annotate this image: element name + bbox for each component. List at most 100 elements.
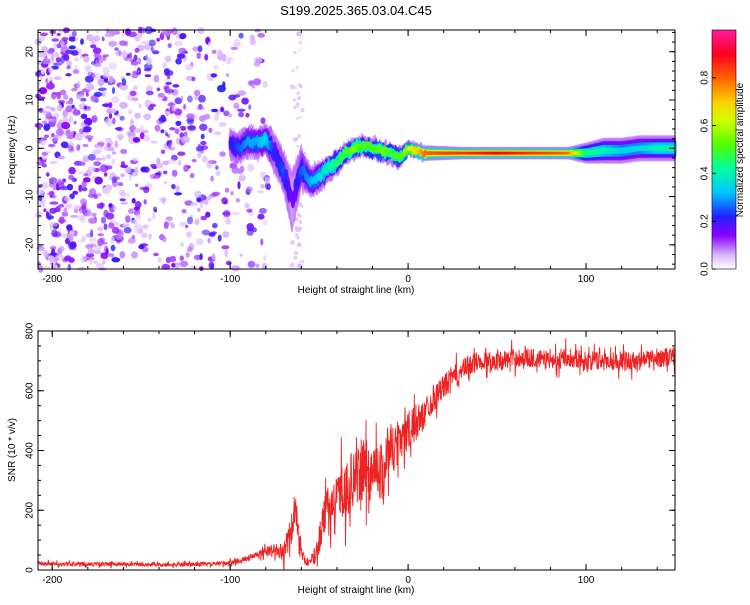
- noise-speckle: [198, 94, 206, 103]
- noise-speckle: [211, 253, 216, 261]
- noise-speckle: [101, 36, 105, 42]
- noise-speckle: [79, 209, 82, 215]
- noise-speckle: [247, 260, 256, 268]
- heatmap-y-tick-label: -20: [25, 237, 36, 252]
- noise-speckle: [76, 144, 81, 151]
- noise-speckle: [48, 66, 54, 74]
- noise-speckle: [165, 81, 172, 86]
- noise-speckle: [55, 186, 62, 190]
- noise-speckle: [181, 209, 187, 214]
- noise-speckle: [263, 255, 267, 261]
- noise-speckle: [138, 103, 142, 109]
- snr-x-tick-label: -100: [220, 575, 240, 586]
- noise-speckle: [174, 192, 183, 196]
- noise-speckle: [60, 56, 65, 64]
- noise-speckle: [129, 52, 133, 58]
- noise-speckle: [95, 144, 103, 153]
- noise-speckle: [64, 203, 73, 209]
- noise-speckle: [111, 86, 116, 95]
- noise-speckle: [227, 57, 234, 61]
- noise-speckle: [107, 253, 115, 257]
- noise-speckle: [297, 96, 302, 101]
- noise-speckle: [51, 52, 55, 61]
- noise-speckle: [88, 153, 96, 161]
- snr-y-tick-label: 400: [25, 442, 36, 459]
- noise-speckle: [140, 232, 148, 239]
- noise-speckle: [61, 121, 71, 130]
- noise-speckle: [141, 129, 149, 134]
- snr-x-axis-label: Height of straight line (km): [298, 585, 415, 596]
- noise-speckle: [185, 252, 190, 258]
- noise-speckle: [298, 41, 302, 45]
- noise-speckle: [119, 198, 126, 202]
- noise-speckle: [230, 46, 239, 50]
- noise-speckle: [97, 141, 105, 146]
- noise-speckle: [253, 61, 261, 67]
- noise-speckle: [207, 41, 212, 48]
- noise-speckle: [185, 231, 192, 238]
- noise-speckle: [155, 162, 164, 169]
- noise-speckle: [97, 238, 104, 247]
- noise-speckle: [49, 207, 57, 214]
- noise-speckle: [108, 203, 113, 208]
- noise-speckle: [117, 133, 124, 141]
- colorbar-tick-label: 0.2: [700, 214, 711, 228]
- noise-speckle: [136, 212, 141, 220]
- noise-speckle: [97, 78, 105, 87]
- noise-speckle: [74, 205, 81, 210]
- noise-speckle: [63, 94, 69, 100]
- noise-speckle: [164, 68, 170, 77]
- noise-speckle: [72, 69, 80, 74]
- colorbar-label: Normalized spectral amplitude: [735, 82, 746, 217]
- noise-speckle: [183, 104, 187, 110]
- noise-speckle: [164, 55, 172, 63]
- noise-speckle: [67, 118, 72, 123]
- noise-speckle: [129, 90, 137, 97]
- noise-speckle: [152, 50, 160, 55]
- noise-speckle: [128, 109, 133, 115]
- noise-speckle: [133, 219, 137, 224]
- noise-speckle: [227, 113, 233, 118]
- noise-speckle: [83, 105, 88, 110]
- noise-speckle: [122, 223, 130, 227]
- noise-speckle: [65, 105, 73, 113]
- noise-speckle: [110, 236, 115, 245]
- noise-speckle: [121, 50, 128, 59]
- noise-speckle: [260, 238, 264, 246]
- noise-speckle: [93, 161, 102, 167]
- noise-speckle: [68, 36, 77, 42]
- noise-speckle: [178, 47, 187, 54]
- noise-speckle: [292, 137, 298, 142]
- noise-speckle: [94, 30, 101, 34]
- noise-speckle: [120, 161, 126, 167]
- noise-speckle: [76, 81, 81, 89]
- noise-speckle: [139, 186, 146, 191]
- noise-speckle: [239, 253, 243, 257]
- noise-speckle: [128, 173, 132, 182]
- noise-speckle: [247, 163, 255, 172]
- noise-speckle: [41, 163, 48, 168]
- noise-speckle: [79, 128, 84, 135]
- noise-speckle: [48, 143, 56, 148]
- noise-speckle: [296, 242, 302, 248]
- noise-speckle: [187, 95, 193, 103]
- noise-speckle: [185, 64, 193, 71]
- noise-speckle: [82, 129, 91, 133]
- noise-speckle: [222, 231, 230, 238]
- noise-speckle: [58, 216, 65, 224]
- noise-speckle: [85, 82, 94, 91]
- noise-speckle: [294, 233, 299, 237]
- noise-speckle: [207, 238, 211, 244]
- noise-speckle: [68, 257, 75, 263]
- noise-speckle: [81, 187, 88, 192]
- noise-speckle: [296, 212, 301, 217]
- noise-speckle: [57, 104, 63, 112]
- noise-speckle: [72, 190, 79, 195]
- noise-speckle: [157, 92, 165, 98]
- noise-speckle: [42, 58, 51, 65]
- noise-speckle: [151, 165, 158, 170]
- noise-speckle: [249, 34, 255, 41]
- noise-speckle: [156, 37, 161, 42]
